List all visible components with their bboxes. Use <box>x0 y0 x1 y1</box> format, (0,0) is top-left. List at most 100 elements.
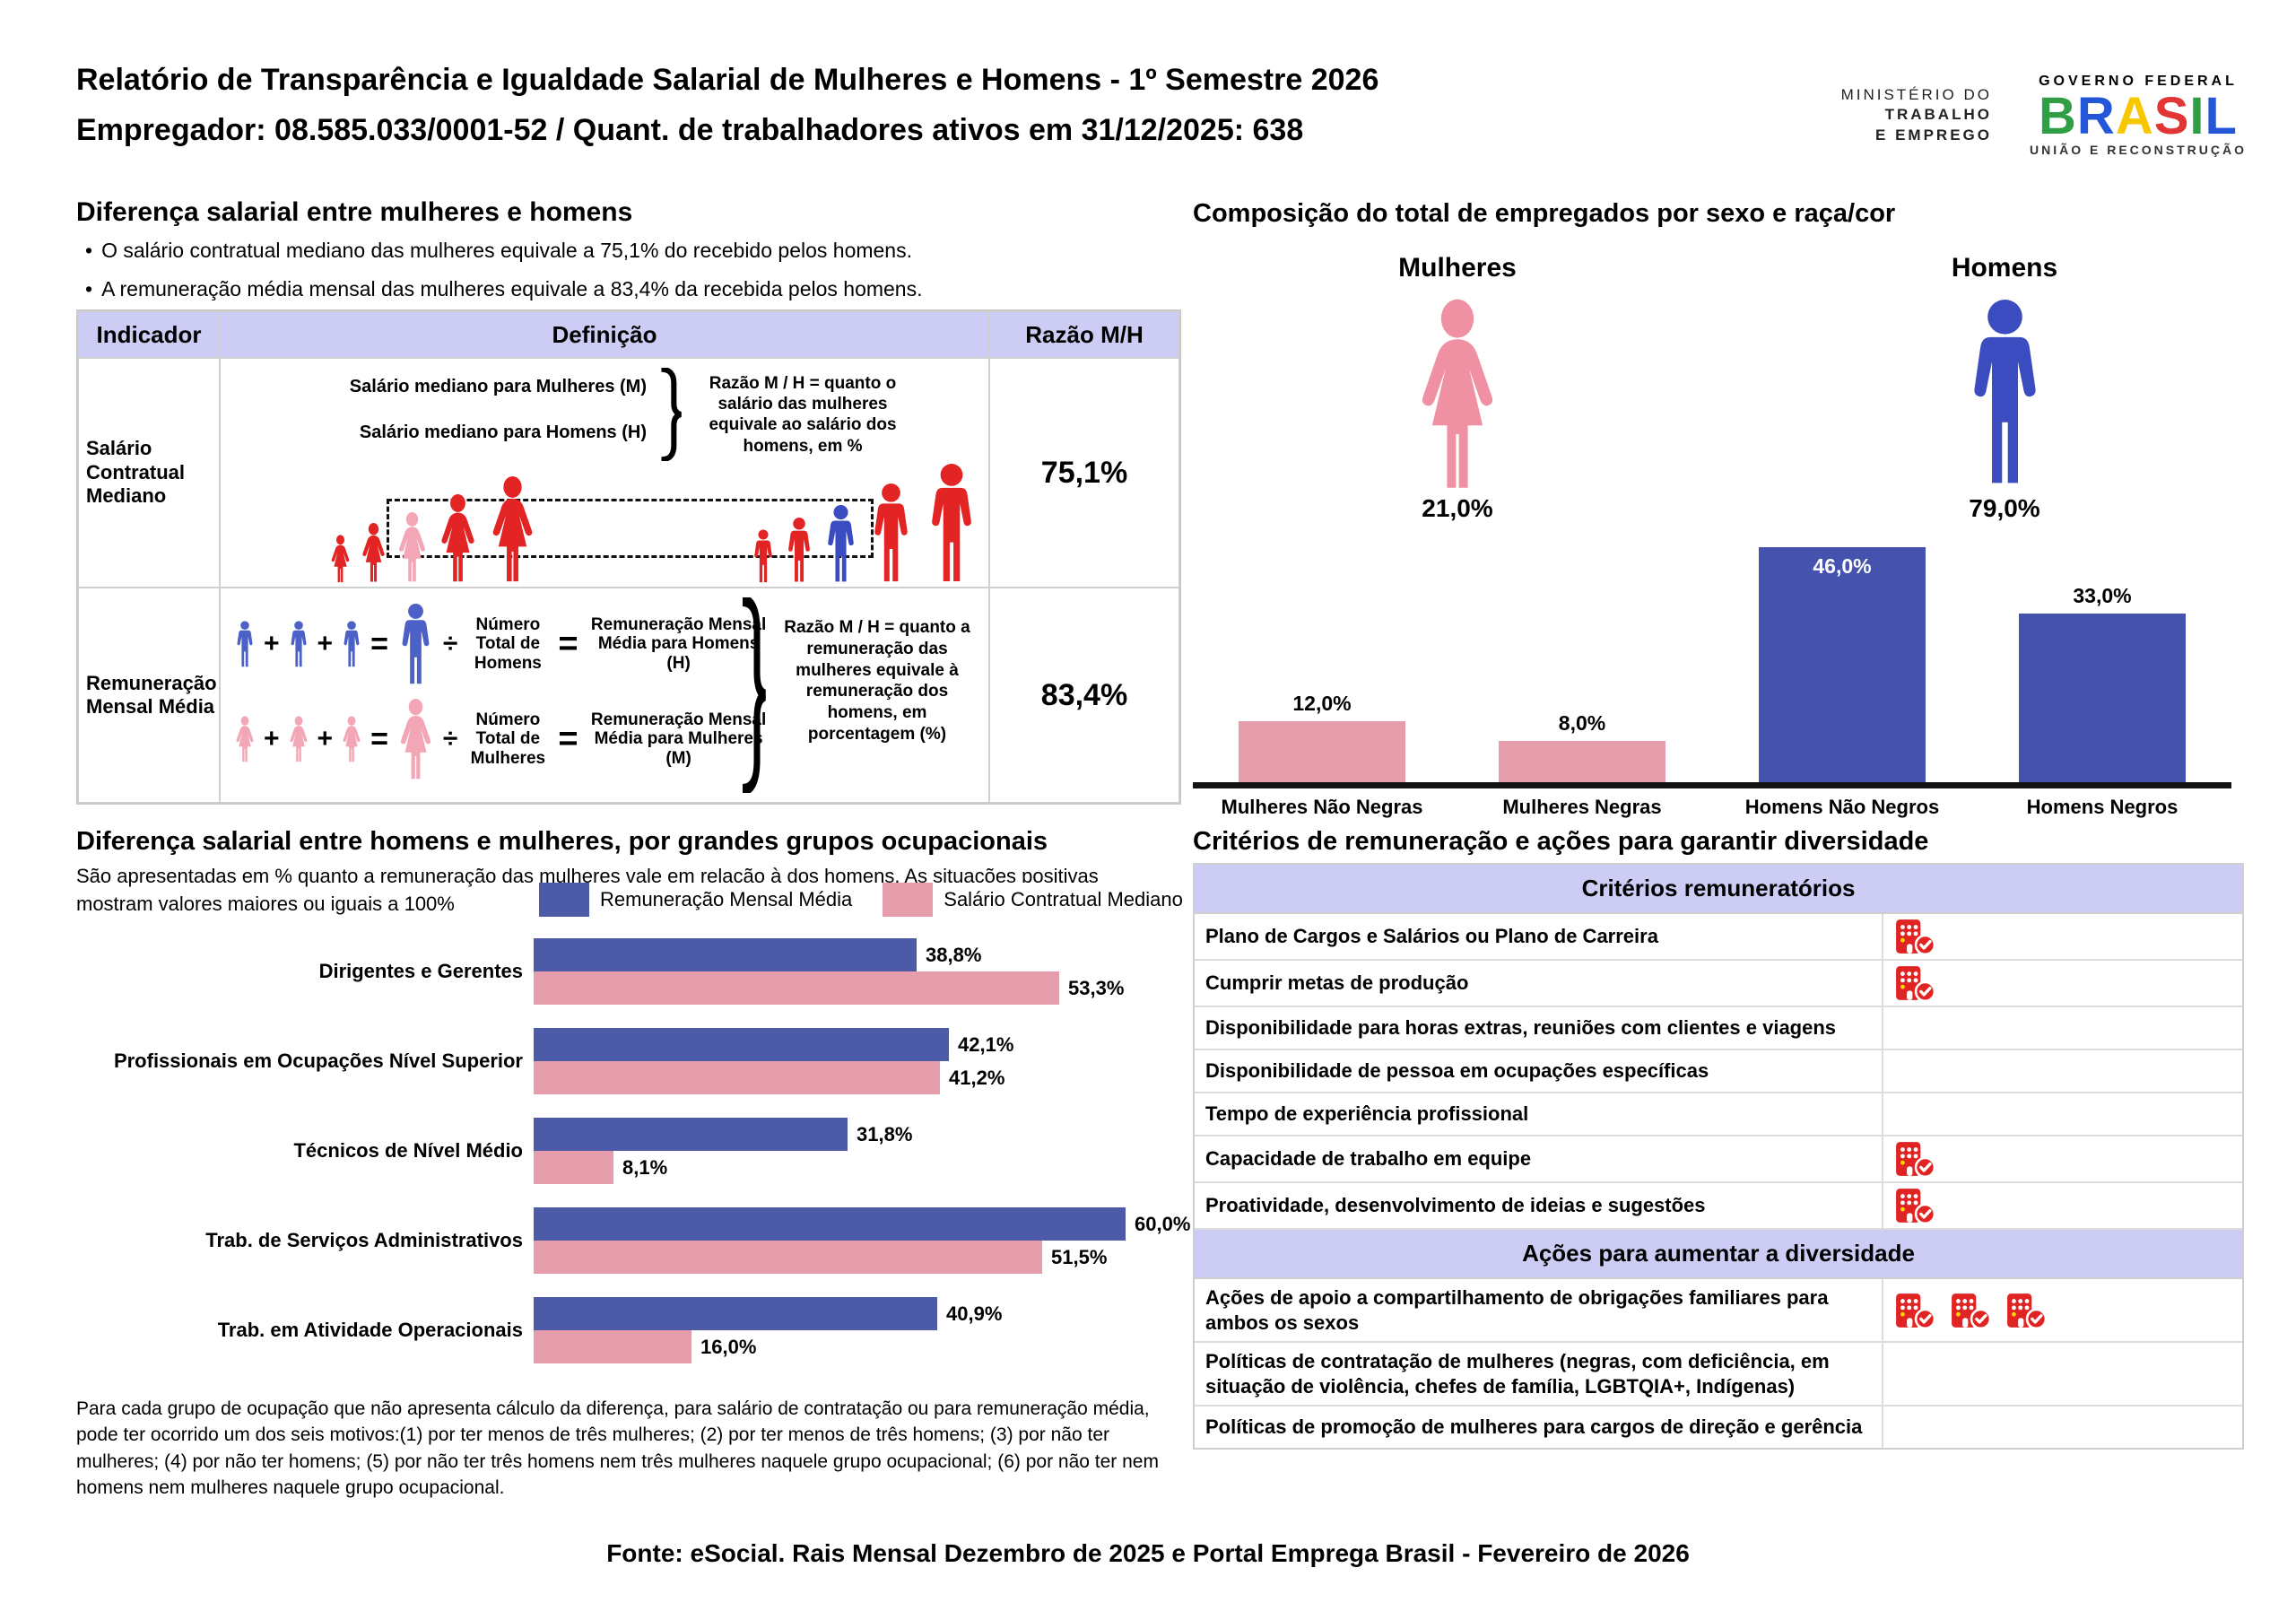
criteria-row: Proatividade, desenvolvimento de ideias … <box>1195 1183 2242 1230</box>
ministry-line2: TRABALHO <box>1884 106 1992 124</box>
report-title: Relatório de Transparência e Igualdade S… <box>76 63 1379 97</box>
median-labels: Salário mediano para Mulheres (M) Salári… <box>337 377 647 443</box>
criteria-label: Tempo de experiência profissional <box>1195 1093 1883 1135</box>
operator: ÷ <box>442 629 458 658</box>
criteria-table: Critérios remuneratórios Plano de Cargos … <box>1193 863 2244 1450</box>
bar-column: 33,0% <box>1980 584 2224 782</box>
criteria-row: Políticas de promoção de mulheres para c… <box>1195 1407 2242 1448</box>
company-check-icon <box>1950 1292 1991 1329</box>
composition-chart: 12,0% 8,0% 46,0% 33,0% Mulheres Não Negras M… <box>1193 538 2231 819</box>
woman-icon <box>395 511 430 583</box>
criteria-marks <box>1883 1050 2242 1092</box>
legend-swatch <box>539 883 589 917</box>
legend-label: Remuneração Mensal Média <box>600 888 853 910</box>
man-icon <box>287 621 310 667</box>
man-icon <box>783 517 815 583</box>
ministry-line3: E EMPREGO <box>1875 126 1992 144</box>
operator: = <box>558 719 578 758</box>
bar-value-label: 16,0% <box>700 1335 757 1358</box>
woman-icon <box>328 535 352 583</box>
criteria-marks <box>1883 1093 2242 1135</box>
operator: = <box>370 721 388 756</box>
operator: + <box>264 724 280 753</box>
brace-icon <box>739 597 766 793</box>
woman-icon <box>287 716 310 762</box>
indicator-median-salary: Salário Contratual Mediano <box>78 358 220 588</box>
divisor-label: Número Total de Mulheres <box>470 710 546 768</box>
median-ratio-note: Razão M / H = quanto o salário das mulhe… <box>709 374 897 456</box>
man-icon <box>340 621 363 667</box>
bar-value-label: 33,0% <box>2073 584 2132 607</box>
criteria-label: Cumprir metas de produção <box>1195 961 1883 1006</box>
median-label-men: Salário mediano para Homens (H) <box>359 422 647 442</box>
bar <box>1499 741 1665 782</box>
occupation-group-row: Técnicos de Nível Médio 31,8% 8,1% <box>76 1118 1178 1184</box>
brasil-letter: R <box>2076 87 2116 145</box>
criteria-marks <box>1883 914 2242 959</box>
man-icon <box>1870 298 2139 491</box>
occupation-bars: 42,1% 41,2% <box>534 1028 1178 1094</box>
criteria-row: Capacidade de trabalho em equipe <box>1195 1137 2242 1183</box>
bar-category-label: Mulheres Não Negras <box>1221 796 1423 818</box>
man-icon <box>750 529 777 583</box>
col-header-definicao: Definição <box>220 311 989 358</box>
occupation-label: Trab. em Atividade Operacionais <box>217 1319 523 1341</box>
criteria-label: Proatividade, desenvolvimento de ideias … <box>1195 1183 1883 1228</box>
criteria-section-header: Critérios remuneratórios <box>1195 865 2242 914</box>
criteria-marks <box>1883 1007 2242 1049</box>
bar-column: 8,0% <box>1460 711 1704 782</box>
bar-value-label: 42,1% <box>958 1032 1014 1056</box>
man-icon <box>822 504 860 583</box>
occupation-bars: 60,0% 51,5% <box>534 1207 1190 1274</box>
bar-value-label: 8,1% <box>622 1155 668 1179</box>
col-header-razao: Razão M/H <box>989 311 1179 358</box>
formula-women: + + = ÷ Número Total de Mulheres = Remuneração… <box>233 692 772 786</box>
criteria-row: Cumprir metas de produção <box>1195 961 2242 1007</box>
men-label: Homens <box>1951 253 2058 283</box>
bullet-median-salary: • O salário contratual mediano das mulher… <box>85 239 912 262</box>
bar-value-label: 51,5% <box>1051 1245 1108 1268</box>
bar: 40,9% <box>534 1297 1002 1330</box>
woman-icon <box>233 716 257 762</box>
criteria-row: Ações de apoio a compartilhamento de obr… <box>1195 1279 2242 1343</box>
bar: 42,1% <box>534 1028 1013 1061</box>
occupation-label: Dirigentes e Gerentes <box>318 960 523 982</box>
criteria-marks <box>1883 961 2242 1006</box>
bar <box>1239 721 1405 782</box>
definition-median-salary: Salário mediano para Mulheres (M) Salári… <box>220 358 989 588</box>
criteria-section-header: Ações para aumentar a diversidade <box>1195 1230 2242 1279</box>
bar-value-label: 41,2% <box>949 1066 1005 1089</box>
chart-legend: Remuneração Mensal Média Salário Contratu… <box>534 883 1183 917</box>
logos: MINISTÉRIO DO TRABALHO E EMPREGO GOVERNO… <box>1841 74 2247 157</box>
composition-categories: Mulheres Não Negras Mulheres Negras Homens… <box>1193 796 2231 819</box>
gov-federal-logo: GOVERNO FEDERAL BRASIL UNIÃO E RECONSTRU… <box>2030 74 2247 157</box>
employer-line: Empregador: 08.585.033/0001-52 / Quant. … <box>76 113 1304 147</box>
bar-column: 46,0% <box>1720 547 1964 782</box>
bar <box>2019 614 2186 782</box>
mean-ratio-note: Razão M / H = quanto a remuneração das m… <box>784 618 970 744</box>
bar: 8,1% <box>534 1151 667 1184</box>
operator: = <box>558 624 578 663</box>
women-summary: Mulheres 21,0% <box>1323 253 1592 523</box>
source-footer: Fonte: eSocial. Rais Mensal Dezembro de … <box>606 1539 1690 1567</box>
women-label: Mulheres <box>1398 253 1517 283</box>
definition-mean-remuneration: + + = ÷ Número Total de Homens = Remuneração M… <box>220 588 989 803</box>
bullet-dot: • <box>85 277 93 300</box>
criteria-label: Plano de Cargos e Salários ou Plano de C… <box>1195 914 1883 959</box>
brasil-letter: A <box>2115 87 2154 145</box>
brasil-letter: L <box>2205 87 2238 145</box>
criteria-marks <box>1883 1183 2242 1228</box>
man-icon <box>396 603 436 685</box>
bar: 38,8% <box>534 938 981 971</box>
man-icon <box>866 483 916 583</box>
occupation-group-row: Trab. em Atividade Operacionais 40,9% 16,0… <box>76 1297 1178 1363</box>
company-check-icon <box>1894 1140 1935 1178</box>
bar: 51,5% <box>534 1241 1107 1274</box>
criteria-row: Políticas de contratação de mulheres (ne… <box>1195 1343 2242 1407</box>
men-percent: 79,0% <box>1969 494 2040 522</box>
bar-value-label: 40,9% <box>946 1302 1003 1325</box>
operator: + <box>317 629 334 658</box>
occupation-bars: 40,9% 16,0% <box>534 1297 1178 1363</box>
criteria-row: Disponibilidade para horas extras, reuni… <box>1195 1007 2242 1050</box>
salary-gap-title: Diferença salarial entre mulheres e home… <box>76 197 633 227</box>
